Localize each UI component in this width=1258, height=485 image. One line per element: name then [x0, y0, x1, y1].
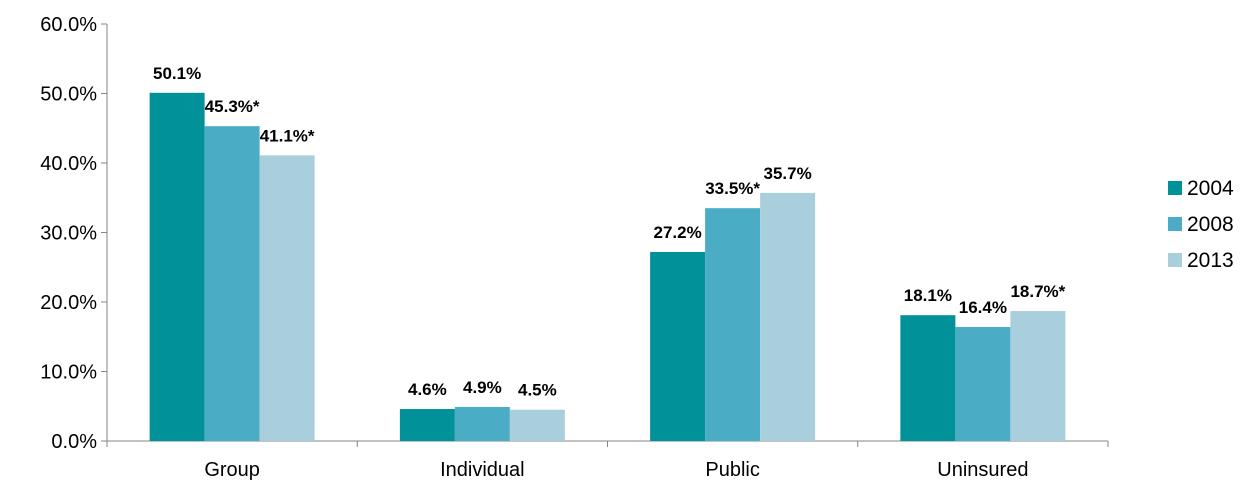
data-label-uninsured-2008: 16.4% — [959, 298, 1007, 317]
bar-individual-2013 — [509, 409, 565, 441]
bar-individual-2004 — [399, 409, 455, 441]
data-label-group-2008: 45.3%* — [205, 97, 260, 116]
bar-group-2004 — [149, 92, 205, 442]
legend-swatch-2013 — [1168, 253, 1182, 267]
data-label-public-2013: 35.7% — [764, 164, 812, 183]
bar-group-2008 — [204, 126, 260, 441]
bar-individual-2008 — [454, 406, 510, 441]
legend-swatch-2004 — [1168, 181, 1182, 195]
bar-public-2008 — [705, 208, 761, 441]
y-tick-label: 0.0% — [51, 431, 97, 453]
y-tick-label: 30.0% — [40, 223, 97, 245]
data-label-public-2004: 27.2% — [654, 223, 702, 242]
y-tick-label: 20.0% — [40, 292, 97, 314]
category-label: Uninsured — [937, 459, 1028, 481]
legend-swatch-2008 — [1168, 217, 1182, 231]
data-label-individual-2013: 4.5% — [518, 381, 557, 400]
data-label-individual-2004: 4.6% — [408, 380, 447, 399]
data-label-uninsured-2004: 18.1% — [904, 286, 952, 305]
bar-public-2013 — [760, 192, 816, 441]
legend-label-2004: 2004 — [1187, 177, 1234, 200]
bar-uninsured-2013 — [1010, 311, 1066, 441]
legend-label-2008: 2008 — [1187, 213, 1234, 236]
bar-public-2004 — [650, 251, 706, 441]
legend-label-2013: 2013 — [1187, 249, 1234, 272]
category-label: Individual — [440, 459, 525, 481]
bar-uninsured-2004 — [900, 315, 956, 441]
category-label: Public — [705, 459, 759, 481]
y-tick-label: 10.0% — [40, 362, 97, 384]
axes: 0.0% 10.0% 20.0% 30.0% 40.0% 50.0% 60.0% Group I… — [40, 14, 1109, 481]
bar-uninsured-2008 — [955, 327, 1011, 441]
legend: 2004 2008 2013 — [1168, 177, 1234, 272]
data-label-group-2013: 41.1%* — [260, 126, 315, 145]
bars — [149, 92, 1066, 442]
y-tick-label: 40.0% — [40, 153, 97, 175]
data-label-public-2008: 33.5%* — [705, 179, 760, 198]
y-tick-label: 60.0% — [40, 14, 97, 36]
data-label-uninsured-2013: 18.7%* — [1010, 282, 1065, 301]
y-tick-label: 50.0% — [40, 84, 97, 106]
category-label: Group — [204, 459, 260, 481]
bar-group-2013 — [259, 155, 315, 442]
data-label-individual-2008: 4.9% — [463, 378, 502, 397]
data-labels: 50.1%45.3%*41.1%* 4.6% 4.9% 4.5% 27.2% 33.5%*… — [153, 64, 1066, 400]
data-label-group-2004: 50.1% — [153, 64, 201, 83]
